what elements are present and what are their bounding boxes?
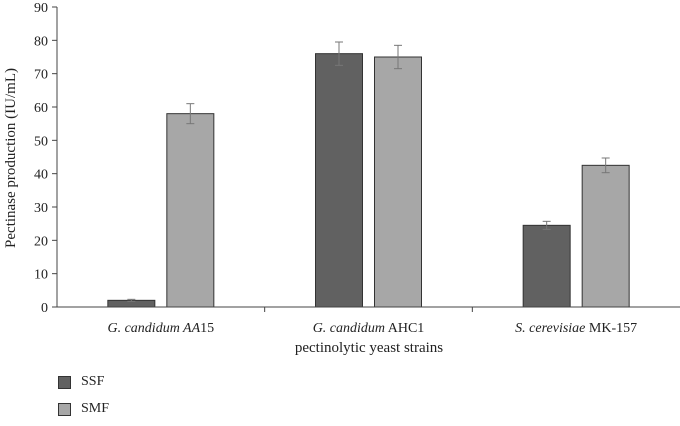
bar-ssf bbox=[522, 224, 571, 308]
x-tick-label: G. candidum AA15 bbox=[107, 321, 214, 336]
bar-ssf bbox=[315, 53, 363, 308]
x-axis-title: pectinolytic yeast strains bbox=[295, 340, 443, 356]
legend-swatch-smf bbox=[58, 402, 71, 416]
y-tick-label: 70 bbox=[34, 68, 48, 83]
bar-smf bbox=[581, 164, 630, 308]
y-axis-title: Pectinase production (IU/mL) bbox=[3, 68, 19, 248]
y-tick-label: 0 bbox=[41, 301, 48, 316]
legend-item-smf: SMF bbox=[58, 399, 109, 419]
y-tick-label: 60 bbox=[34, 101, 48, 116]
axes-group: 0 10 20 30 40 50 60 70 80 90 G. candidum AA15 G. ca… bbox=[34, 1, 680, 336]
bar-smf bbox=[166, 113, 215, 308]
y-tick-label: 10 bbox=[34, 268, 48, 283]
y-tick-label: 50 bbox=[34, 134, 48, 149]
y-tick-label: 30 bbox=[34, 201, 48, 216]
y-tick-label: 20 bbox=[34, 234, 48, 249]
y-tick-label: 40 bbox=[34, 168, 48, 183]
legend-swatch-ssf bbox=[58, 375, 71, 389]
x-tick-label: G. candidum AHC1 bbox=[313, 321, 425, 336]
y-tick-label: 90 bbox=[34, 1, 48, 16]
legend-label-smf: SMF bbox=[81, 401, 110, 416]
y-tick-label: 80 bbox=[34, 34, 48, 49]
legend-item-ssf: SSF bbox=[58, 372, 109, 392]
bar-smf bbox=[374, 56, 422, 308]
x-tick-label: S. cerevisiae MK-157 bbox=[515, 321, 637, 336]
legend-label-ssf: SSF bbox=[81, 374, 105, 389]
bar-chart: 0 10 20 30 40 50 60 70 80 90 G. candidum AA15 G. ca… bbox=[3, 1, 680, 356]
legend: SSF SMF bbox=[58, 372, 109, 426]
bars-group bbox=[107, 41, 630, 308]
